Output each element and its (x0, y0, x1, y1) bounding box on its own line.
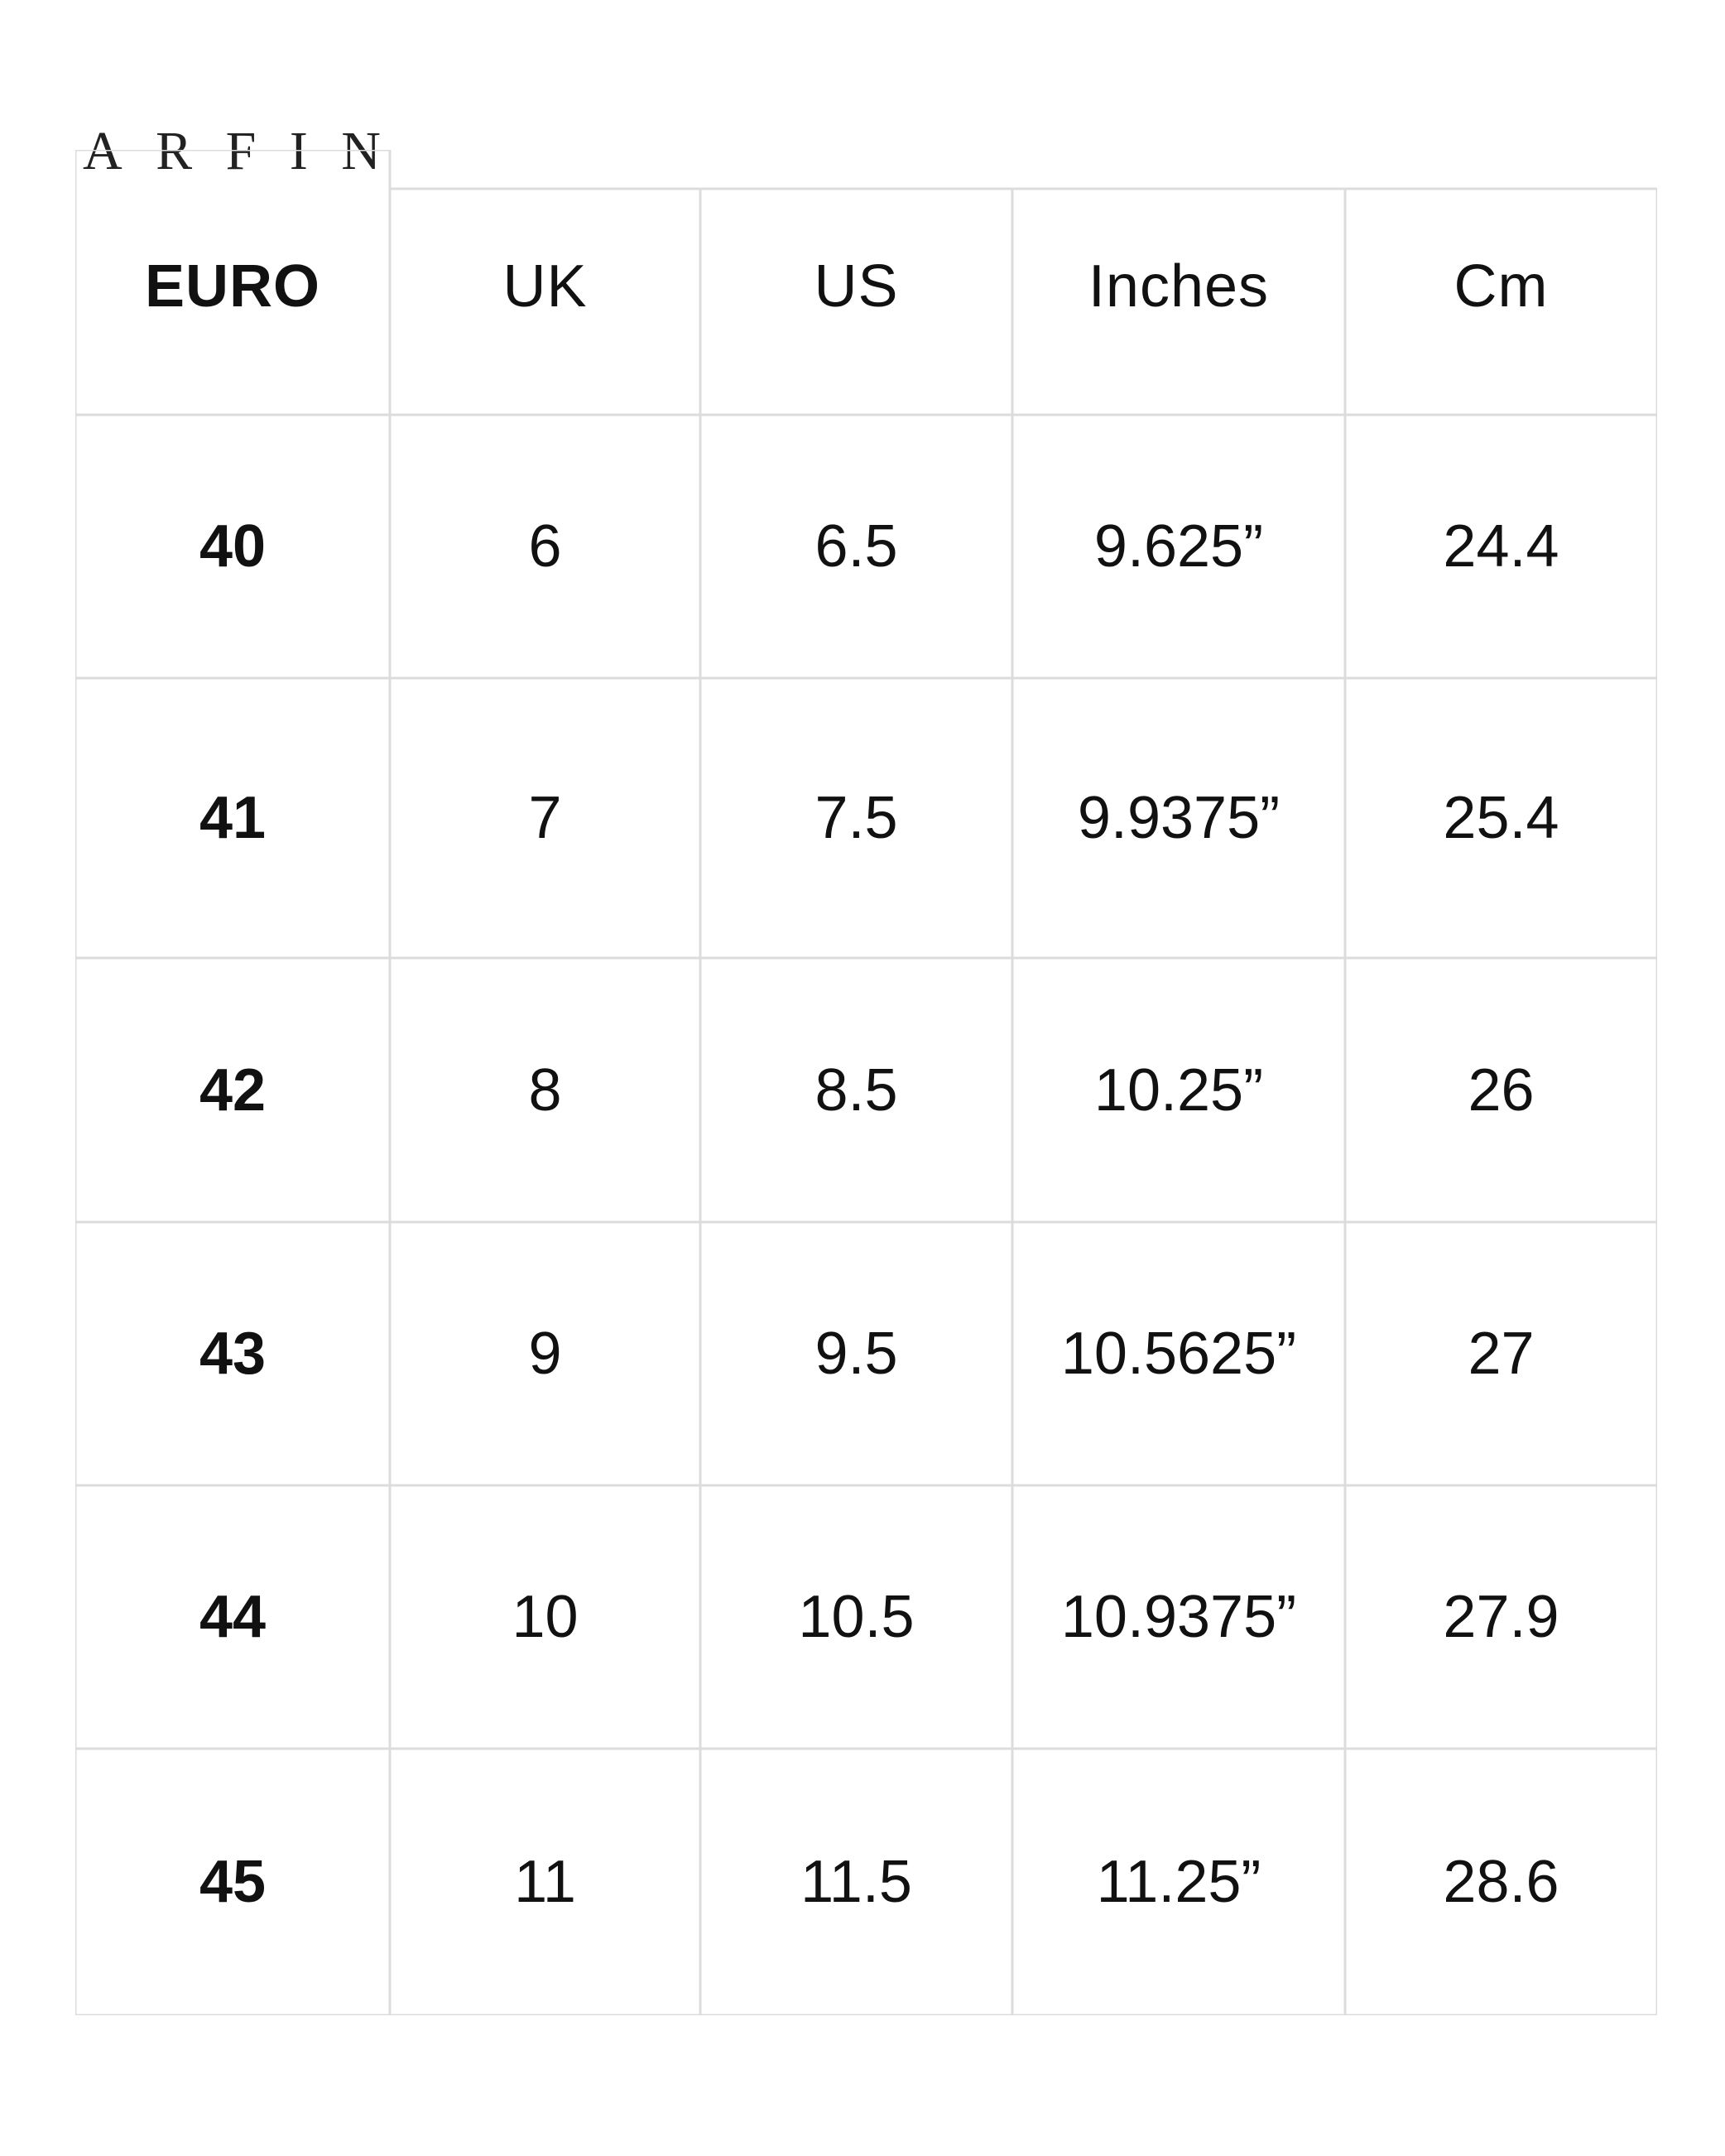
table-cell-euro: 42 (199, 1056, 267, 1124)
table-cell-inches: 9.625” (1093, 513, 1264, 580)
table-cell-us: 9.5 (814, 1321, 898, 1387)
table-cell-euro: 41 (199, 785, 267, 851)
table-cell-uk: 9 (528, 1321, 562, 1387)
table-cell-us: 7.5 (814, 785, 898, 851)
column-header-us: US (814, 253, 899, 320)
table-cell-cm: 27 (1468, 1321, 1535, 1387)
table-cell-cm: 24.4 (1443, 513, 1559, 580)
size-chart-table: EURO UK US Inches Cm 40 6 6.5 9.625” 24.4 41 7 7.5 9.… (75, 150, 1657, 2015)
column-header-cm: Cm (1454, 253, 1549, 320)
table-cell-inches: 10.9375” (1060, 1584, 1297, 1650)
table-cell-euro: 43 (199, 1321, 267, 1387)
table-cell-inches: 10.5625” (1060, 1321, 1297, 1387)
table-cell-uk: 6 (528, 513, 562, 580)
column-header-inches: Inches (1088, 253, 1270, 320)
table-cell-uk: 7 (528, 785, 562, 851)
table-cell-uk: 8 (528, 1056, 562, 1124)
column-header-uk: UK (502, 253, 588, 320)
table-cell-uk: 10 (512, 1584, 579, 1650)
table-cell-cm: 28.6 (1443, 1849, 1559, 1915)
table-cell-uk: 11 (514, 1849, 576, 1915)
column-header-euro: EURO (144, 253, 321, 320)
table-cell-cm: 26 (1468, 1056, 1535, 1124)
table-cell-us: 6.5 (814, 513, 898, 580)
table-cell-cm: 25.4 (1443, 785, 1559, 851)
table-cell-euro: 44 (199, 1584, 267, 1650)
table-cell-euro: 40 (199, 513, 267, 580)
table-cell-inches: 9.9375” (1077, 785, 1281, 851)
table-cell-us: 10.5 (798, 1584, 915, 1650)
table-cell-inches: 11.25” (1096, 1849, 1261, 1915)
table-cell-us: 11.5 (800, 1849, 912, 1915)
table-cell-euro: 45 (199, 1849, 267, 1915)
table-cell-us: 8.5 (814, 1056, 898, 1124)
size-chart-grid (75, 150, 1657, 2015)
table-cell-inches: 10.25” (1093, 1056, 1264, 1124)
table-cell-cm: 27.9 (1443, 1584, 1559, 1650)
